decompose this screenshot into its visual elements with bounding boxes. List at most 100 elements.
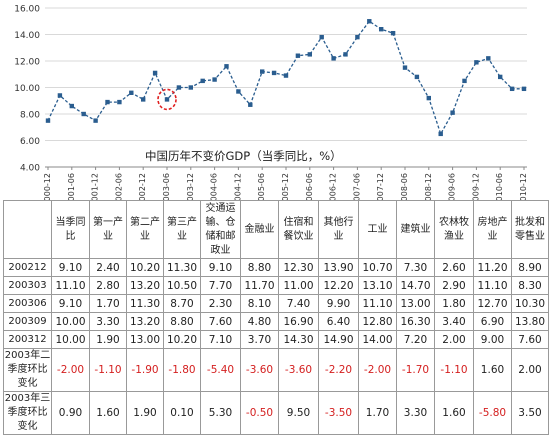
x-tick-label: 2009-06	[448, 173, 457, 200]
x-tick-label: 2005-12	[281, 173, 290, 200]
row-label: 200303	[3, 276, 52, 295]
table-cell: 9.50	[278, 391, 319, 435]
table-cell: 7.70	[200, 276, 241, 295]
x-tick-label: 2001-12	[91, 173, 100, 200]
table-cell: 12.70	[473, 294, 512, 313]
table-cell: -3.60	[278, 348, 319, 392]
table-cell: 2.00	[434, 330, 474, 349]
table-cell: 11.70	[240, 276, 279, 295]
data-point	[200, 78, 205, 84]
x-tick-label: 2002-06	[114, 173, 123, 200]
table-header-cell: 工业	[358, 200, 397, 259]
x-tick-label: 2005-06	[257, 173, 266, 200]
data-point	[331, 56, 336, 61]
table-cell: 14.90	[318, 330, 359, 349]
table-cell: -3.50	[318, 391, 359, 435]
y-tick-label: 10.00	[14, 84, 40, 94]
data-point	[474, 60, 479, 65]
x-tick-label: 2003-06	[162, 173, 171, 200]
x-tick-label: 2010-06	[495, 173, 504, 200]
gdp-series-line	[47, 20, 524, 136]
x-tick-label: 2003-12	[186, 173, 195, 200]
x-tick-label: 2007-12	[376, 173, 385, 200]
table-header-cell: 建筑业	[396, 200, 435, 259]
table-cell: 11.10	[358, 294, 397, 313]
table-header-cell: 当季同比	[51, 200, 90, 259]
x-tick-label: 2006-12	[329, 173, 338, 200]
data-point	[141, 97, 146, 102]
data-point	[236, 89, 241, 94]
table-header-cell: 金融业	[240, 200, 279, 259]
table-cell: 9.00	[473, 330, 512, 349]
data-point	[105, 99, 110, 105]
table-cell: -1.80	[163, 348, 201, 392]
data-point	[271, 70, 277, 76]
table-cell: 8.70	[163, 294, 201, 313]
table-cell: 11.00	[278, 276, 319, 295]
table-cell: 3.30	[89, 312, 127, 331]
table-header-cell: 房地产业	[473, 200, 512, 259]
table-cell: 10.20	[163, 330, 201, 349]
table-cell: 1.90	[89, 330, 127, 349]
data-point	[319, 34, 324, 40]
data-point	[367, 19, 372, 24]
data-point	[438, 131, 443, 137]
x-tick-label: 2008-06	[400, 173, 409, 200]
table-cell: 13.20	[126, 276, 164, 295]
y-tick-label: 16.00	[14, 5, 40, 15]
table-cell: 4.80	[240, 312, 279, 331]
table-cell: 11.30	[126, 294, 164, 313]
table-cell: -1.90	[126, 348, 164, 392]
table-cell: 9.10	[51, 258, 90, 277]
data-point	[283, 73, 289, 78]
data-point	[188, 85, 193, 90]
data-point	[390, 30, 396, 36]
table-cell: 10.70	[358, 258, 397, 277]
data-point	[450, 110, 455, 115]
table-header-cell: 住宿和餐饮业	[278, 200, 319, 259]
table-cell: 1.80	[434, 294, 474, 313]
table-header-cell: 农林牧渔业	[434, 200, 474, 259]
table-cell: 16.30	[396, 312, 435, 331]
data-point	[295, 53, 301, 58]
table-cell: 2.60	[434, 258, 474, 277]
data-point	[164, 97, 170, 102]
table-cell: 3.50	[511, 391, 549, 435]
table-cell: 12.20	[318, 276, 359, 295]
table-cell: 13.00	[396, 294, 435, 313]
y-tick-label: 4.00	[20, 164, 40, 174]
table-row: 200212 9.10 2.40 10.20 11.30 9.10 8.80 12.30 13.…	[3, 258, 549, 277]
table-cell: 7.10	[200, 330, 241, 349]
table-cell: -1.10	[89, 348, 127, 392]
data-point	[462, 78, 467, 84]
table-cell: 10.20	[126, 258, 164, 277]
data-point	[117, 99, 122, 105]
chart-title: 中国历年不变价GDP（当季同比，%）	[145, 149, 342, 163]
table-cell: 6.90	[473, 312, 512, 331]
x-tick-label: 2009-12	[471, 173, 480, 200]
data-point	[129, 90, 134, 95]
y-tick-label: 12.00	[14, 58, 40, 68]
data-point	[498, 74, 503, 80]
row-label: 200212	[3, 258, 52, 277]
row-label: 200309	[3, 312, 52, 331]
row-label: 200312	[3, 330, 52, 349]
data-point	[355, 34, 360, 40]
row-label: 2003年二季度环比变化	[3, 348, 52, 392]
data-point	[212, 77, 217, 82]
data-point	[260, 69, 265, 74]
data-point	[81, 111, 86, 117]
table-cell: 9.10	[200, 258, 241, 277]
table-cell: 1.70	[358, 391, 397, 435]
table-cell: 8.10	[240, 294, 279, 313]
table-cell: 10.00	[51, 312, 90, 331]
table-cell: 14.30	[278, 330, 319, 349]
row-label: 2003年三季度环比变化	[3, 391, 52, 435]
table-cell: 0.10	[163, 391, 201, 435]
table-row: 2003年二季度环比变化 -2.00 -1.10 -1.90 -1.80 -5.40 -3.…	[3, 348, 549, 392]
table-cell: 5.30	[200, 391, 241, 435]
data-point	[176, 85, 182, 90]
table-cell: 13.10	[358, 276, 397, 295]
table-row: 2003年三季度环比变化 0.90 1.60 1.90 0.10 5.30 -0.50 9.5…	[3, 391, 549, 435]
table-cell: 11.30	[163, 258, 201, 277]
